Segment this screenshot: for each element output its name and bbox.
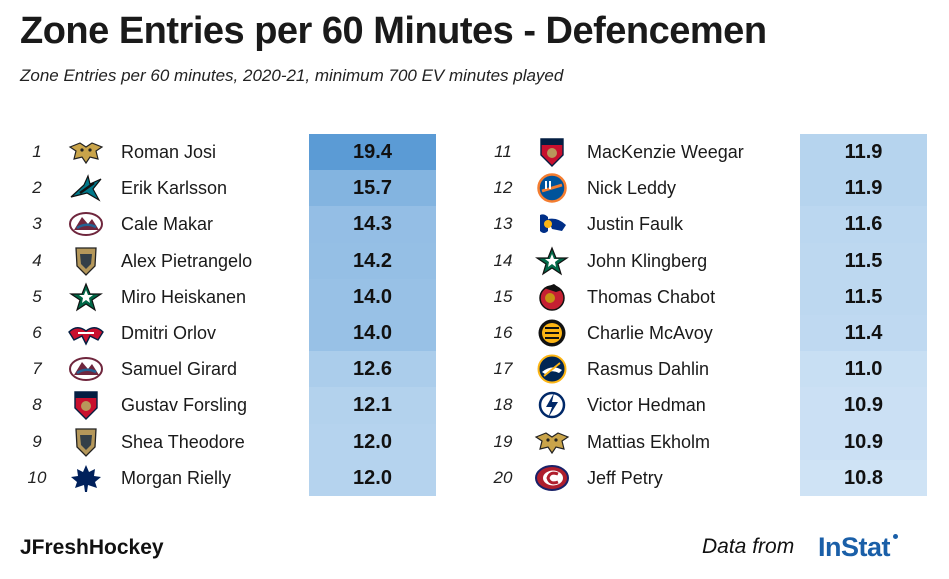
value-cell: 10.9: [800, 387, 927, 424]
instat-logo-text: InStat: [818, 532, 891, 562]
player-name: Jeff Petry: [587, 467, 663, 488]
player-name: Justin Faulk: [587, 214, 684, 235]
rank-label: 3: [32, 214, 42, 234]
player-name: Morgan Rielly: [121, 467, 232, 488]
rank-label: 11: [494, 142, 512, 161]
rank-label: 7: [32, 359, 42, 379]
rank-label: 10: [27, 467, 47, 487]
instat-logo-dot: [893, 534, 899, 539]
dallas-stars-icon: [68, 282, 104, 312]
value-cell: 11.5: [800, 242, 927, 279]
player-name: Roman Josi: [121, 142, 217, 162]
rank-label: 20: [493, 467, 513, 487]
value-cell: 11.0: [800, 351, 927, 388]
nashville-predators-icon: [534, 427, 570, 457]
rank-label: 5: [32, 286, 42, 306]
vegas-golden-knights-icon: [68, 427, 104, 457]
value-cell: 15.7: [309, 170, 436, 207]
value-cell: 10.9: [800, 423, 927, 460]
player-name: Erik Karlsson: [121, 178, 228, 199]
player-name: Cale Makar: [121, 214, 214, 235]
vegas-golden-knights-icon: [68, 246, 104, 276]
value-cell: 12.1: [309, 387, 436, 424]
rank-label: 19: [493, 431, 513, 451]
rank-label: 17: [493, 359, 513, 379]
san-jose-sharks-icon: [68, 173, 104, 203]
colorado-avalanche-icon: [68, 209, 104, 239]
value-cell: 11.6: [800, 206, 927, 243]
rank-label: 9: [32, 431, 42, 451]
value-cell: 14.0: [309, 314, 436, 352]
player-name: Dmitri Orlov: [121, 322, 216, 343]
rank-label: 14: [493, 250, 513, 270]
chart-subtitle: Zone Entries per 60 minutes, 2020-21, mi…: [20, 66, 564, 85]
florida-panthers-icon: [68, 390, 104, 421]
player-name: Gustav Forsling: [121, 395, 248, 416]
player-name: Samuel Girard: [121, 359, 238, 380]
buffalo-sabres-icon: [534, 354, 570, 384]
tampa-bay-lightning-icon: [534, 390, 570, 420]
player-name: Alex Pietrangelo: [121, 250, 253, 271]
value-cell: 11.5: [800, 278, 927, 315]
value-cell: 12.0: [309, 423, 436, 460]
montreal-canadiens-icon: [534, 463, 570, 493]
st-louis-blues-icon: [534, 209, 570, 239]
rank-label: 8: [32, 395, 42, 415]
rank-label: 6: [32, 322, 42, 342]
washington-capitals-icon: [68, 318, 104, 348]
rank-label: 12: [493, 178, 513, 198]
player-name: Nick Leddy: [587, 178, 677, 199]
value-cell: 19.4: [309, 134, 436, 171]
rank-label: 1: [32, 142, 42, 161]
rank-label: 18: [493, 395, 513, 415]
value-cell: 10.8: [800, 459, 927, 496]
florida-panthers-icon: [534, 137, 570, 167]
rank-label: 2: [32, 178, 42, 198]
player-name: John Klingberg: [587, 250, 708, 271]
instat-logo: InStat: [818, 532, 899, 563]
boston-bruins-icon: [534, 318, 570, 348]
dallas-stars-icon: [534, 245, 570, 276]
player-name: Victor Hedman: [587, 395, 706, 416]
value-cell: 12.0: [309, 459, 436, 496]
player-name: Rasmus Dahlin: [587, 359, 710, 380]
toronto-maple-leafs-icon: [68, 463, 104, 493]
rank-label: 13: [493, 214, 513, 234]
player-name: Miro Heiskanen: [121, 286, 247, 307]
data-from-label: Data from: [702, 535, 795, 558]
value-cell: 11.9: [800, 170, 927, 207]
player-name: Shea Theodore: [121, 431, 245, 452]
player-name: Charlie McAvoy: [587, 322, 713, 343]
player-name: MacKenzie Weegar: [587, 142, 744, 162]
value-cell: 11.9: [800, 134, 927, 171]
chart-title: Zone Entries per 60 Minutes - Defencemen: [20, 10, 767, 52]
nashville-predators-icon: [68, 137, 104, 167]
value-cell: 14.0: [309, 278, 436, 315]
value-cell: 11.4: [800, 314, 927, 352]
ottawa-senators-icon: [534, 282, 570, 312]
player-name: Mattias Ekholm: [587, 431, 711, 452]
value-cell: 14.2: [309, 242, 436, 279]
value-cell: 12.6: [309, 351, 436, 388]
rank-label: 15: [493, 286, 513, 306]
rank-label: 4: [32, 250, 42, 270]
player-name: Thomas Chabot: [587, 286, 716, 307]
rank-label: 16: [493, 322, 513, 342]
value-cell: 14.3: [309, 206, 436, 243]
new-york-islanders-icon: [534, 173, 570, 203]
colorado-avalanche-icon: [68, 354, 104, 384]
brand-label: JFreshHockey: [20, 536, 164, 559]
